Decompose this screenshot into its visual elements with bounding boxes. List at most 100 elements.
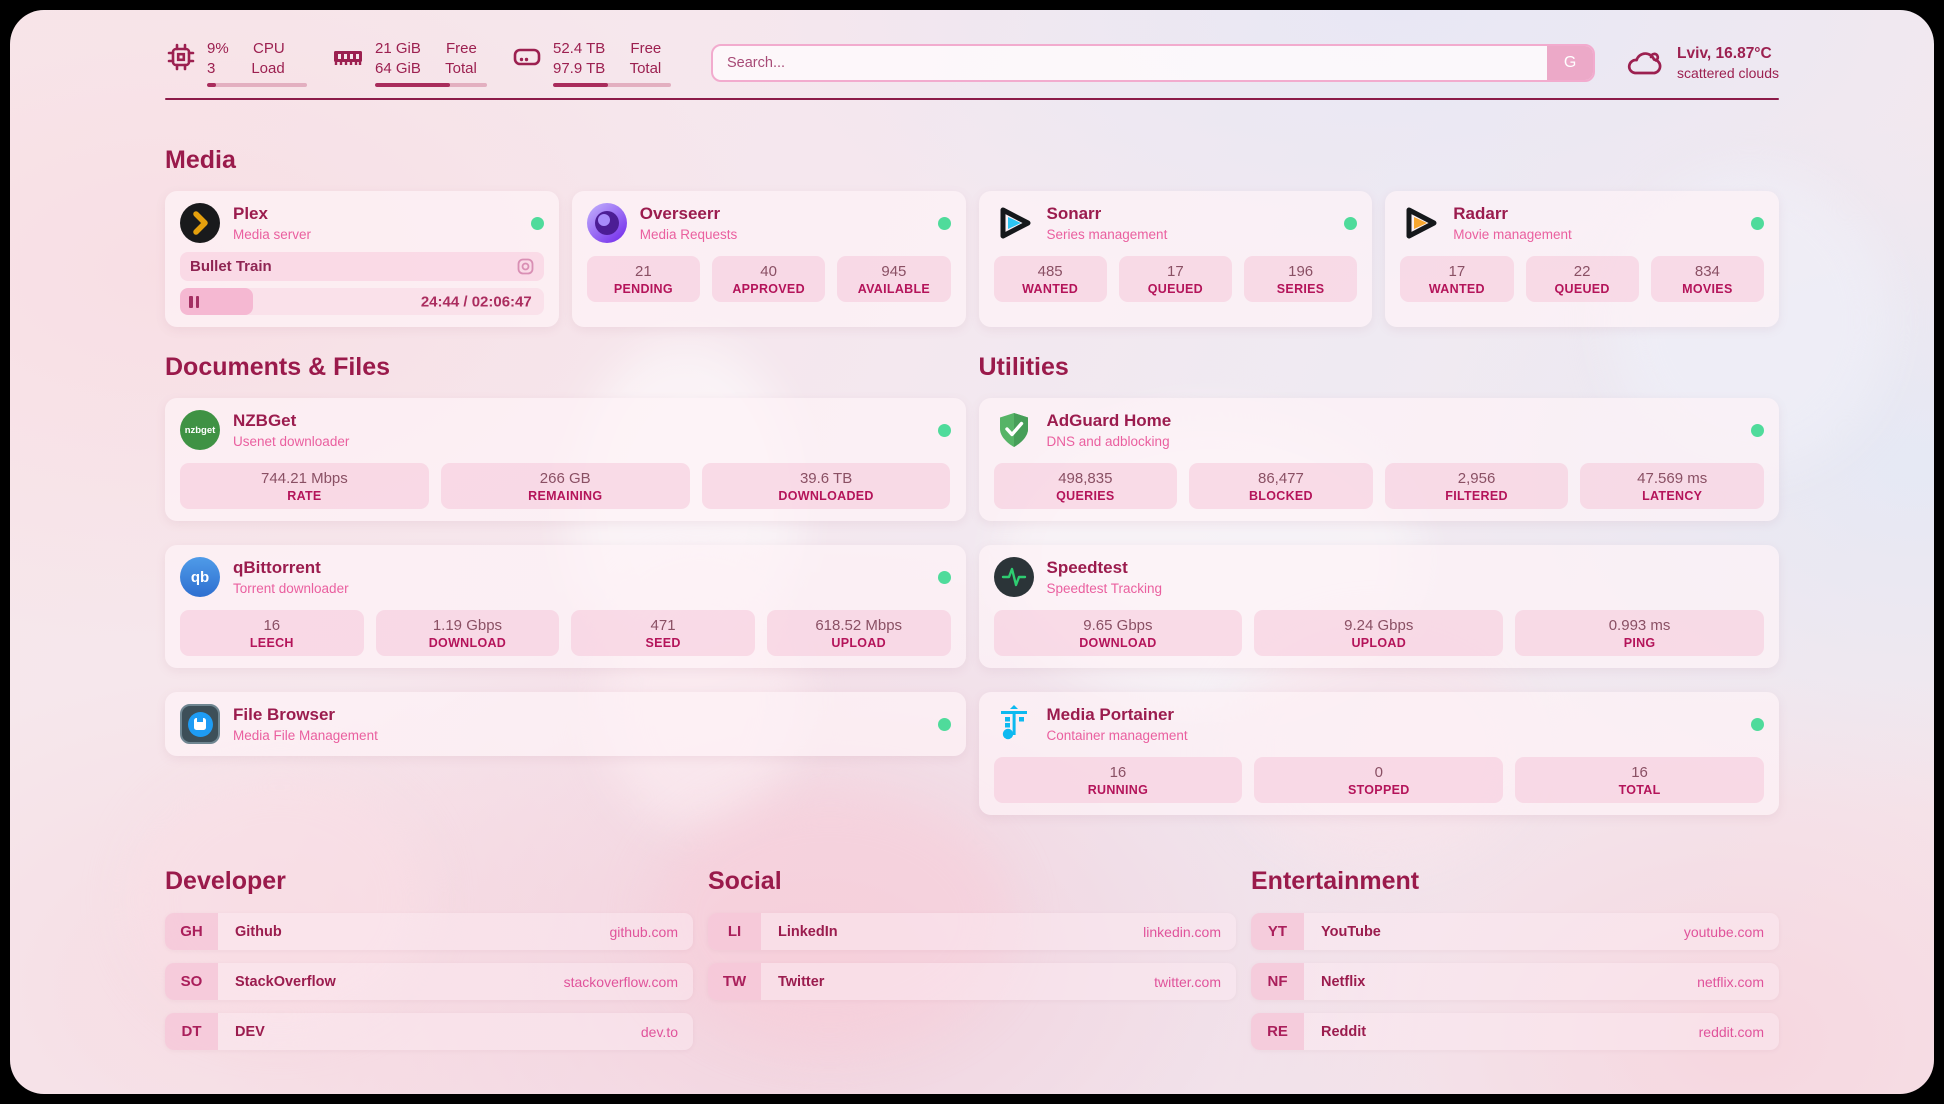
link-name: LinkedIn xyxy=(778,923,838,940)
link-url: reddit.com xyxy=(1698,1023,1764,1040)
link-row-youtube[interactable]: YT YouTube youtube.com xyxy=(1251,913,1779,950)
cpu-usage-bar xyxy=(207,83,307,87)
stats-row: 744.21 Mbps RATE 266 GB REMAINING 39.6 TB DOW… xyxy=(180,463,951,509)
qbittorrent-icon: qb xyxy=(180,557,220,597)
weather-condition: scattered clouds xyxy=(1677,65,1779,81)
card-titles: File Browser Media File Management xyxy=(233,705,378,743)
stat-value: 0.993 ms xyxy=(1608,616,1671,634)
card-titles: Media Portainer Container management xyxy=(1047,705,1188,743)
stat-tile-approved: 40 APPROVED xyxy=(712,256,826,302)
card-header-nzbget: nzbget NZBGet Usenet downloader xyxy=(180,410,951,450)
stat-tile-rate: 744.21 Mbps RATE xyxy=(180,463,429,509)
status-dot xyxy=(1751,717,1764,731)
disk-stat: 52.4 TB 97.9 TB Free Total xyxy=(511,39,671,87)
card-overseerr[interactable]: Overseerr Media Requests 21 PENDING 40 APPROV… xyxy=(571,191,966,327)
link-url: linkedin.com xyxy=(1143,923,1221,940)
search-input[interactable] xyxy=(713,46,1548,80)
links-section-entertainment: Entertainment YT YouTube youtube.com NF Netfl… xyxy=(1251,867,1779,1050)
card-filebrowser[interactable]: File Browser Media File Management xyxy=(165,692,966,756)
pause-icon[interactable] xyxy=(189,295,199,308)
stat-value: 1.19 Gbps xyxy=(432,616,503,634)
status-dot xyxy=(937,423,951,437)
stat-label: PING xyxy=(1623,635,1656,650)
card-titles: Plex Media server xyxy=(233,204,311,242)
disk-total: 97.9 TB xyxy=(553,59,606,77)
link-row-github[interactable]: GH Github github.com xyxy=(165,913,693,950)
card-portainer[interactable]: Media Portainer Container management 16 RUN… xyxy=(978,692,1779,815)
section-title-developer: Developer xyxy=(165,867,286,895)
app-name: File Browser xyxy=(233,705,336,724)
section-title-utilities: Utilities xyxy=(978,353,1069,381)
stats-row: 16 LEECH 1.19 Gbps DOWNLOAD 471 SEED 618.52 Mb… xyxy=(180,610,951,656)
card-titles: qBittorrent Torrent downloader xyxy=(233,558,349,596)
disk-label: Free xyxy=(630,40,662,57)
stats-row: 21 PENDING 40 APPROVED 945 AVAILABLE xyxy=(586,256,951,302)
card-adguard[interactable]: AdGuard Home DNS and adblocking 498,835 QUE… xyxy=(978,398,1779,521)
stat-label: BLOCKED xyxy=(1248,488,1313,503)
app-name: AdGuard Home xyxy=(1046,411,1172,430)
link-abbr: LI xyxy=(708,913,761,950)
link-abbr: RE xyxy=(1251,1013,1304,1050)
card-speedtest[interactable]: Speedtest Speedtest Tracking 9.65 Gbps DOWN… xyxy=(978,545,1779,668)
stat-label: UPLOAD xyxy=(1351,635,1407,650)
now-playing-row: Bullet Train xyxy=(180,252,544,281)
stats-row: 498,835 QUERIES 86,477 BLOCKED 2,956 FILTERED… xyxy=(993,463,1764,509)
stat-value: 16 xyxy=(1631,763,1648,781)
stat-label: UPLOAD xyxy=(831,635,886,650)
card-sonarr[interactable]: Sonarr Series management 485 WANTED 17 QUEUED… xyxy=(978,191,1373,327)
stats-row: 16 RUNNING 0 STOPPED 16 TOTAL xyxy=(993,757,1765,803)
stat-value: 21 xyxy=(635,262,652,280)
card-plex[interactable]: Plex Media server Bullet Train 24:44 / 02:0… xyxy=(165,191,559,327)
status-dot xyxy=(1344,216,1358,230)
stat-value: 834 xyxy=(1694,262,1720,280)
link-name: Reddit xyxy=(1321,1023,1367,1040)
app-name: Plex xyxy=(233,204,268,223)
stat-tile-download: 9.65 Gbps DOWNLOAD xyxy=(993,610,1243,656)
app-name: NZBGet xyxy=(233,411,297,430)
card-nzbget[interactable]: nzbget NZBGet Usenet downloader 744.21 Mbps… xyxy=(165,398,966,521)
stat-tile-queries: 498,835 QUERIES xyxy=(993,463,1178,509)
link-row-twitter[interactable]: TW Twitter twitter.com xyxy=(708,963,1236,1000)
stat-label: PENDING xyxy=(613,281,673,296)
card-qbittorrent[interactable]: qb qBittorrent Torrent downloader 16 LEECH 1.… xyxy=(165,545,966,668)
stat-tile-queued: 17 QUEUED xyxy=(1118,256,1232,302)
link-row-linkedin[interactable]: LI LinkedIn linkedin.com xyxy=(708,913,1236,950)
link-row-stackoverflow[interactable]: SO StackOverflow stackoverflow.com xyxy=(165,963,693,1000)
card-radarr[interactable]: Radarr Movie management 17 WANTED 22 QUEUED 83… xyxy=(1385,191,1779,327)
card-titles: Sonarr Series management xyxy=(1047,204,1168,242)
media-cards-grid: Plex Media server Bullet Train 24:44 / 02:0… xyxy=(165,191,1779,327)
card-header-radarr: Radarr Movie management xyxy=(1400,203,1764,243)
link-name: YouTube xyxy=(1321,923,1381,940)
stat-label: REMAINING xyxy=(528,488,603,503)
media-type-icon xyxy=(517,258,534,275)
card-header-speedtest: Speedtest Speedtest Tracking xyxy=(993,557,1765,597)
stat-value: 266 GB xyxy=(539,469,591,487)
memory-free: 21 GiB xyxy=(375,40,421,57)
link-row-netflix[interactable]: NF Netflix netflix.com xyxy=(1251,963,1779,1000)
stat-value: 618.52 Mbps xyxy=(815,616,903,634)
stat-value: 9.24 Gbps xyxy=(1344,616,1414,634)
stat-label: RATE xyxy=(287,488,322,503)
link-row-reddit[interactable]: RE Reddit reddit.com xyxy=(1251,1013,1779,1050)
disk-usage-bar xyxy=(553,83,671,87)
app-subtitle: Container management xyxy=(1046,728,1188,743)
search-engine-button[interactable]: G xyxy=(1547,46,1594,80)
link-abbr: YT xyxy=(1251,913,1304,950)
link-row-dev[interactable]: DT DEV dev.to xyxy=(165,1013,693,1050)
card-header-overseerr: Overseerr Media Requests xyxy=(586,203,951,243)
app-subtitle: Series management xyxy=(1046,227,1168,242)
stat-label: MOVIES xyxy=(1682,281,1733,296)
ram-icon xyxy=(334,51,362,65)
stat-tile-running: 16 RUNNING xyxy=(993,757,1243,803)
card-titles: Overseerr Media Requests xyxy=(640,204,738,242)
app-subtitle: Speedtest Tracking xyxy=(1046,581,1163,596)
card-header-adguard: AdGuard Home DNS and adblocking xyxy=(994,410,1764,450)
stat-value: 16 xyxy=(1109,763,1127,781)
file-browser-icon xyxy=(180,704,220,744)
stat-label: RUNNING xyxy=(1087,782,1149,797)
stat-tile-downloaded: 39.6 TB DOWNLOADED xyxy=(701,463,951,509)
card-titles: Radarr Movie management xyxy=(1453,204,1572,242)
plex-icon xyxy=(180,203,220,243)
links-grid: Developer GH Github github.com SO StackOverfl… xyxy=(165,867,1779,1050)
stat-tile-latency: 47.569 ms LATENCY xyxy=(1580,463,1764,509)
